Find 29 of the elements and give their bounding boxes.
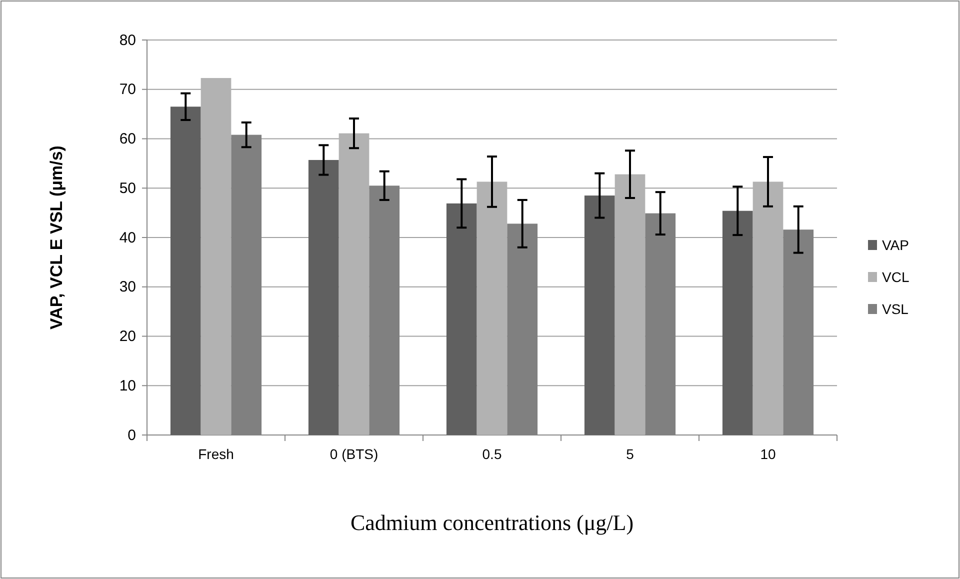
bar [722,210,753,435]
x-axis-title: Cadmium concentrations (μg/L) [350,510,634,535]
x-tick-label: Fresh [198,446,234,462]
bar [200,78,232,435]
legend-label: VCL [882,269,910,285]
bar [752,182,784,435]
y-tick-label: 20 [119,328,136,346]
x-tick-label: 10 [760,446,776,462]
y-tick-label: 50 [119,180,136,197]
bar [476,182,508,435]
y-axis-title: VAP, VCL E VSL (μm/s) [47,146,66,330]
y-tick-label: 0 [128,426,136,444]
legend-label: VAP [882,237,909,253]
bar [308,160,339,435]
y-tick-label: 30 [119,278,136,296]
x-tick-label: 0.5 [482,446,502,462]
bar [446,203,477,435]
bar [170,106,201,435]
bar [584,196,615,435]
y-tick-label: 70 [119,81,136,98]
y-tick-label: 60 [119,130,136,148]
y-tick-label: 10 [119,377,136,394]
y-tick-label: 40 [119,229,136,246]
bar [338,133,370,435]
legend-label: VSL [882,301,909,317]
y-tick-label: 80 [119,32,136,49]
x-tick-label: 0 (BTS) [330,446,378,462]
x-tick-label: 5 [626,446,634,462]
bar [614,174,646,435]
